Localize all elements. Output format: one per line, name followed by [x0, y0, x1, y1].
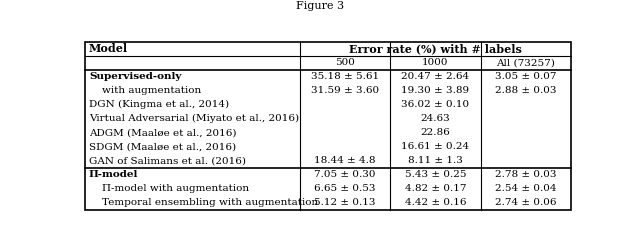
- Text: 7.05 ± 0.30: 7.05 ± 0.30: [314, 170, 376, 179]
- Text: Supervised-only: Supervised-only: [89, 72, 181, 81]
- Text: 1000: 1000: [422, 58, 449, 67]
- Text: 2.78 ± 0.03: 2.78 ± 0.03: [495, 170, 557, 179]
- Text: All (73257): All (73257): [497, 58, 556, 67]
- Text: 18.44 ± 4.8: 18.44 ± 4.8: [314, 156, 376, 165]
- Text: 24.63: 24.63: [420, 114, 451, 123]
- Text: 5.12 ± 0.13: 5.12 ± 0.13: [314, 198, 376, 207]
- Text: Π-model: Π-model: [89, 170, 138, 179]
- Text: 19.30 ± 3.89: 19.30 ± 3.89: [401, 86, 470, 95]
- Text: 2.54 ± 0.04: 2.54 ± 0.04: [495, 184, 557, 193]
- Text: 6.65 ± 0.53: 6.65 ± 0.53: [314, 184, 376, 193]
- Text: 8.11 ± 1.3: 8.11 ± 1.3: [408, 156, 463, 165]
- Text: ADGM (Maaløe et al., 2016): ADGM (Maaløe et al., 2016): [89, 128, 236, 137]
- Text: 4.42 ± 0.16: 4.42 ± 0.16: [404, 198, 466, 207]
- Text: Virtual Adversarial (Miyato et al., 2016): Virtual Adversarial (Miyato et al., 2016…: [89, 114, 299, 123]
- Text: 31.59 ± 3.60: 31.59 ± 3.60: [311, 86, 379, 95]
- Text: GAN of Salimans et al. (2016): GAN of Salimans et al. (2016): [89, 156, 246, 165]
- Text: 35.18 ± 5.61: 35.18 ± 5.61: [311, 72, 379, 81]
- Text: Model: Model: [89, 43, 128, 54]
- Text: Temporal ensembling with augmentation: Temporal ensembling with augmentation: [89, 198, 318, 207]
- Text: SDGM (Maaløe et al., 2016): SDGM (Maaløe et al., 2016): [89, 142, 236, 151]
- Text: 4.82 ± 0.17: 4.82 ± 0.17: [404, 184, 466, 193]
- Text: 5.43 ± 0.25: 5.43 ± 0.25: [404, 170, 466, 179]
- Text: 3.05 ± 0.07: 3.05 ± 0.07: [495, 72, 557, 81]
- Text: 22.86: 22.86: [420, 128, 451, 137]
- Text: Figure 3: Figure 3: [296, 1, 344, 11]
- Text: 500: 500: [335, 58, 355, 67]
- Text: 20.47 ± 2.64: 20.47 ± 2.64: [401, 72, 470, 81]
- Text: with augmentation: with augmentation: [89, 86, 201, 95]
- Text: 2.88 ± 0.03: 2.88 ± 0.03: [495, 86, 557, 95]
- Text: Π-model with augmentation: Π-model with augmentation: [89, 184, 249, 193]
- Text: DGN (Kingma et al., 2014): DGN (Kingma et al., 2014): [89, 100, 229, 109]
- Text: 16.61 ± 0.24: 16.61 ± 0.24: [401, 142, 470, 151]
- Text: Error rate (%) with # labels: Error rate (%) with # labels: [349, 43, 522, 54]
- Text: 2.74 ± 0.06: 2.74 ± 0.06: [495, 198, 557, 207]
- Text: 36.02 ± 0.10: 36.02 ± 0.10: [401, 100, 470, 109]
